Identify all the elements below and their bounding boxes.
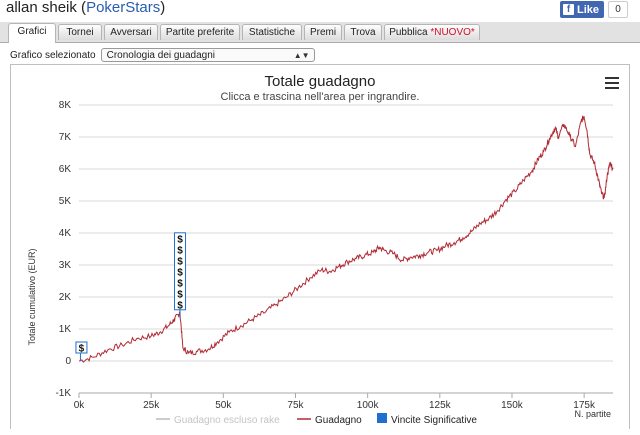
tab-premi[interactable]: Premi [304,24,342,40]
new-badge: *NUOVO* [430,27,475,38]
chart-selector-label: Grafico selezionato [10,49,96,61]
x-tick-label: 0k [74,400,86,411]
y-tick-label: 5K [59,196,72,207]
flag-label: $ [177,289,183,300]
x-tick-label: 50k [215,400,232,411]
significant-win-flag[interactable]: $$$$$$$ [174,232,187,318]
flag-label: $ [177,300,183,311]
tab-label: Pubblica [389,27,428,38]
legend-swatch-vincite [377,413,387,423]
y-tick-label: -1K [55,388,71,399]
chart-select[interactable]: Cronologia dei guadagni ▲▼ [100,48,315,62]
legend-item-vincite-significative[interactable]: Vincite Significative [391,415,477,426]
series-line-guadagno [78,115,614,363]
like-label: Like [577,3,600,16]
tab-grafici[interactable]: Grafici [8,23,56,43]
tab-trova[interactable]: Trova [344,24,382,40]
facebook-icon: f [563,4,574,15]
tab-label: Partite preferite [165,27,235,38]
tab-avversari[interactable]: Avversari [104,24,158,40]
tab-label: Statistiche [248,27,296,38]
legend: Guadagno escluso rake Guadagno Vincite Sig… [156,413,477,426]
facebook-like-button[interactable]: f Like [560,1,605,18]
hamburger-menu-icon[interactable] [605,77,619,89]
y-tick-label: 2K [59,292,72,303]
flag-label: $ [177,278,183,289]
legend-item-guadagno[interactable]: Guadagno [315,415,362,426]
chart-selector-row: Grafico selezionato Cronologia dei guada… [10,48,315,62]
flag-label: $ [177,256,183,267]
select-arrows-icon: ▲▼ [293,51,310,60]
tab-partite-preferite[interactable]: Partite preferite [160,24,240,40]
y-tick-label: 8K [59,100,72,111]
x-tick-label: 100k [357,400,380,411]
flag-box [75,341,88,354]
x-tick-label: 175k [573,400,596,411]
y-tick-label: 1K [59,324,72,335]
x-axis-label: N. partite [574,409,611,419]
y-tick-label: 3K [59,260,72,271]
y-tick-label: 4K [59,228,72,239]
flag-box [174,232,187,311]
tab-tornei[interactable]: Tornei [58,24,102,40]
chart-container[interactable]: -1K 0 1K 2K 3K 4K 5K 6K 7K 8K 0k 25k 50k 75k 100k 125k… [10,64,630,429]
y-tick-label: 7K [59,132,72,143]
site-name[interactable]: PokerStars [86,0,161,16]
tab-bar: Grafici Tornei Avversari Partite preferi… [0,22,640,43]
tab-statistiche[interactable]: Statistiche [242,24,302,40]
chart-title: Totale guadagno [265,73,376,90]
facebook-like: f Like 0 [560,1,629,18]
chart-select-value: Cronologia dei guadagni [106,50,216,61]
chart-subtitle: Clicca e trascina nell'area per ingrandi… [221,91,420,103]
flag-label: $ [177,234,183,245]
flag-label: $ [79,344,85,355]
x-tick-label: 75k [287,400,304,411]
y-axis-label: Totale cumulativo (EUR) [27,248,37,345]
y-tick-label: 0 [65,356,71,367]
significant-win-flag[interactable]: $ [75,341,88,361]
player-name: allan sheik [6,0,77,16]
player-title: allan sheik (PokerStars) [6,0,166,16]
tab-label: Avversari [110,27,152,38]
legend-item-guadagno-escluso-rake[interactable]: Guadagno escluso rake [174,415,280,426]
x-tick-label: 25k [143,400,160,411]
header: allan sheik (PokerStars) f Like 0 [0,0,640,22]
x-tick-label: 125k [429,400,452,411]
flag-label: $ [177,267,183,278]
like-count: 0 [608,1,629,18]
earnings-chart[interactable]: -1K 0 1K 2K 3K 4K 5K 6K 7K 8K 0k 25k 50k 75k 100k 125k… [11,65,629,430]
flag-label: $ [177,245,183,256]
tab-label: Premi [309,27,337,38]
y-tick-label: 6K [59,164,72,175]
tab-label: Trova [350,27,376,38]
tab-label: Tornei [66,27,94,38]
tab-label: Grafici [17,26,47,37]
x-tick-label: 150k [501,400,524,411]
tab-pubblica[interactable]: Pubblica *NUOVO* [384,24,480,40]
